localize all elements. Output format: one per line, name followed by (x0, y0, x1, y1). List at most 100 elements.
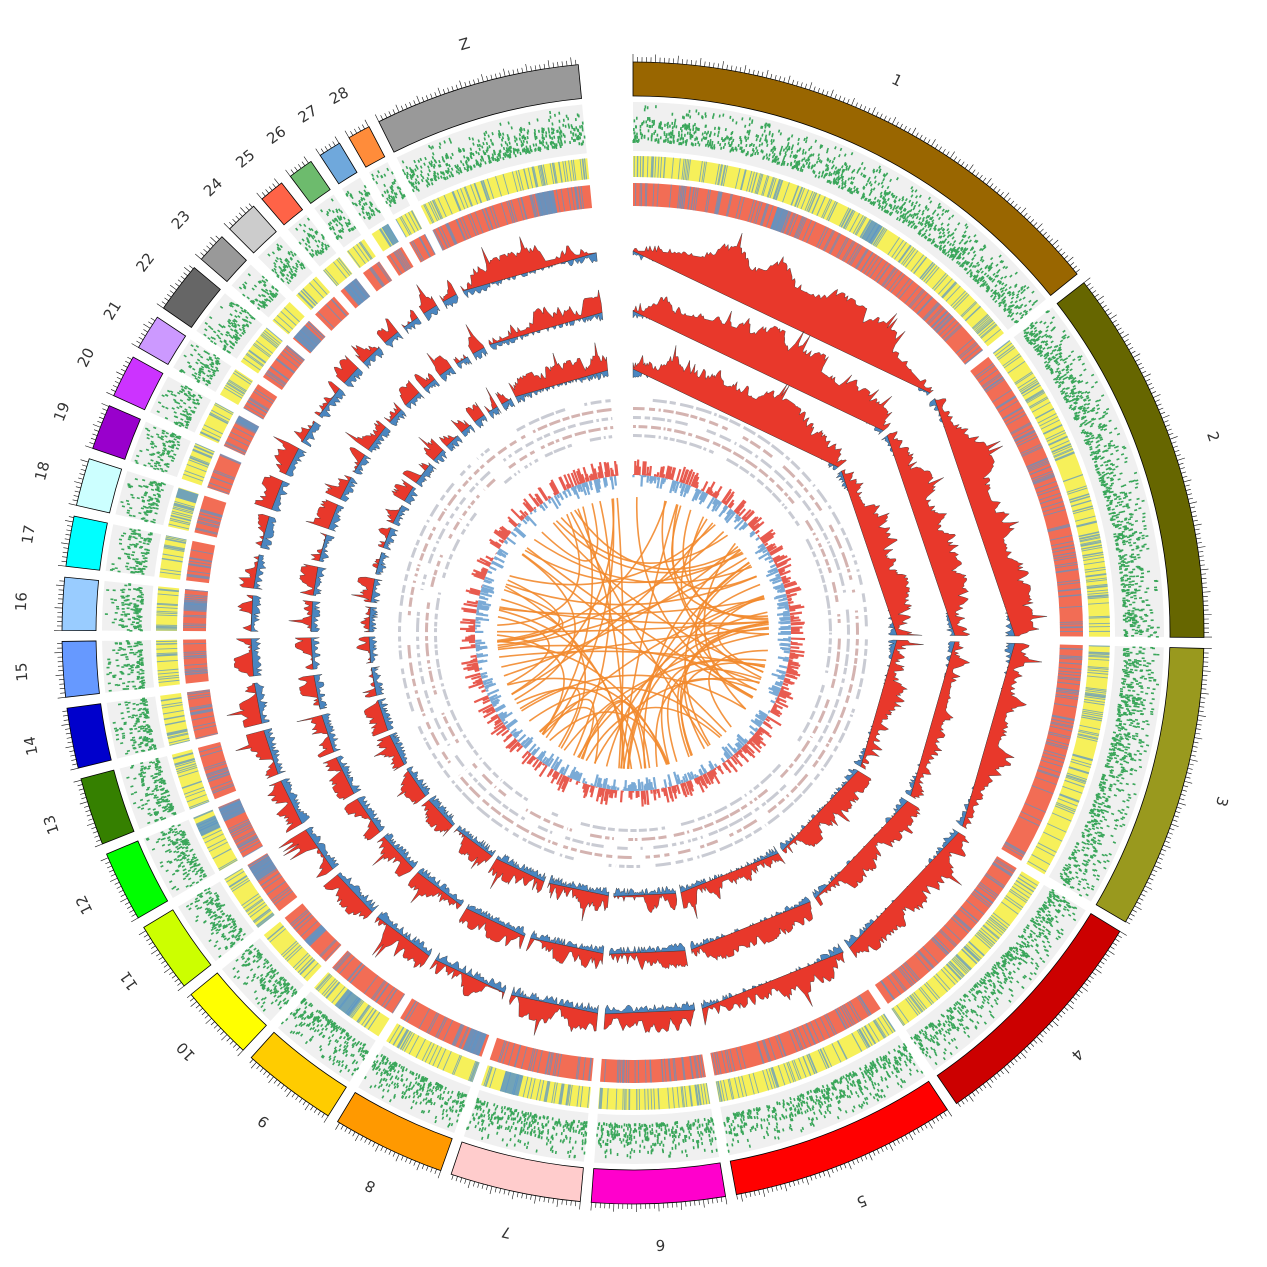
tile (528, 462, 533, 466)
tile (858, 678, 864, 688)
tile (822, 724, 830, 734)
ticks-chr-23 (195, 235, 220, 260)
tile (826, 541, 831, 545)
tile (691, 837, 698, 842)
link (497, 620, 769, 633)
tile (492, 771, 500, 779)
tile (422, 543, 429, 553)
tile (817, 749, 826, 760)
area-3-red (680, 853, 786, 919)
tile (455, 722, 464, 733)
tile (400, 668, 405, 675)
tile (695, 434, 710, 443)
tile (828, 524, 835, 533)
tile (425, 741, 432, 751)
tile (594, 852, 603, 857)
tile (462, 734, 467, 739)
link (684, 564, 752, 746)
tile (416, 653, 421, 658)
area-3-blue (392, 505, 410, 527)
tile (440, 731, 448, 742)
heatmap-yellow-cells (378, 223, 399, 248)
tile (420, 675, 426, 685)
tile (845, 609, 850, 623)
tile (815, 537, 820, 542)
tile (488, 792, 502, 805)
heatmap-yellow-cells (199, 402, 234, 442)
tile (844, 537, 853, 552)
tile (843, 720, 851, 732)
tile (779, 784, 787, 792)
tile (435, 597, 441, 611)
tile (601, 417, 609, 422)
ideogram-chr-22 (162, 267, 221, 329)
tile (797, 735, 803, 742)
ticks-chr-20 (106, 356, 132, 396)
tile (435, 658, 440, 668)
link (498, 609, 625, 769)
tile (864, 614, 868, 627)
heatmap-yellow-cells (172, 752, 210, 810)
tile (475, 482, 479, 487)
tile (443, 769, 451, 779)
area-2-red (525, 937, 604, 970)
link (643, 549, 742, 769)
tile (841, 678, 846, 684)
heatmap-salmon-segment (315, 296, 350, 331)
tile (801, 740, 811, 753)
ticks-chr-21 (131, 317, 156, 348)
tile (702, 447, 707, 451)
chromosome-label: 13 (40, 813, 63, 837)
chromosome-label: 25 (232, 146, 258, 172)
area-1-red (401, 309, 418, 328)
tile (765, 791, 780, 804)
histogram-blue (528, 743, 555, 767)
tile (425, 612, 429, 621)
tile (497, 446, 508, 455)
tile (777, 797, 786, 805)
tile (779, 768, 789, 779)
area-3-red (782, 770, 872, 854)
ticks-chr-15 (54, 643, 66, 699)
ideogram-track (61, 61, 1205, 1205)
area-3-blue (679, 845, 779, 893)
tile (811, 550, 817, 558)
tile (459, 469, 466, 477)
tile (761, 801, 767, 807)
link (695, 562, 757, 691)
tile (592, 824, 606, 831)
heatmap-track-yellow (156, 155, 1111, 1111)
tile (820, 767, 825, 772)
heatmap-salmon-block (218, 799, 246, 822)
tile (664, 853, 670, 857)
tile (749, 440, 762, 450)
tile (638, 828, 647, 832)
tile (695, 406, 712, 415)
heatmap-salmon-block (293, 325, 322, 353)
tile (419, 524, 427, 537)
tile (696, 855, 700, 859)
scatter-points (106, 640, 146, 692)
tile (407, 610, 412, 616)
area-1-red (934, 398, 1048, 637)
tile (626, 864, 634, 869)
tile (415, 539, 421, 546)
tile (818, 567, 823, 575)
area-1-blue (403, 317, 422, 334)
tile (564, 836, 571, 841)
tile (423, 737, 428, 742)
tile (416, 644, 420, 650)
ideogram-chr-14 (66, 703, 112, 769)
tile (508, 808, 519, 817)
tile (687, 839, 692, 843)
area-1-blue (462, 252, 598, 299)
tile (490, 817, 503, 828)
histogram-red (486, 713, 510, 737)
chromosome-label: 14 (20, 735, 41, 757)
tile (437, 592, 442, 595)
scatter-points (280, 997, 369, 1076)
area-1-red (278, 829, 333, 878)
heatmap-yellow-segment (181, 443, 215, 486)
tile (471, 762, 478, 769)
histogram-red (473, 695, 496, 719)
